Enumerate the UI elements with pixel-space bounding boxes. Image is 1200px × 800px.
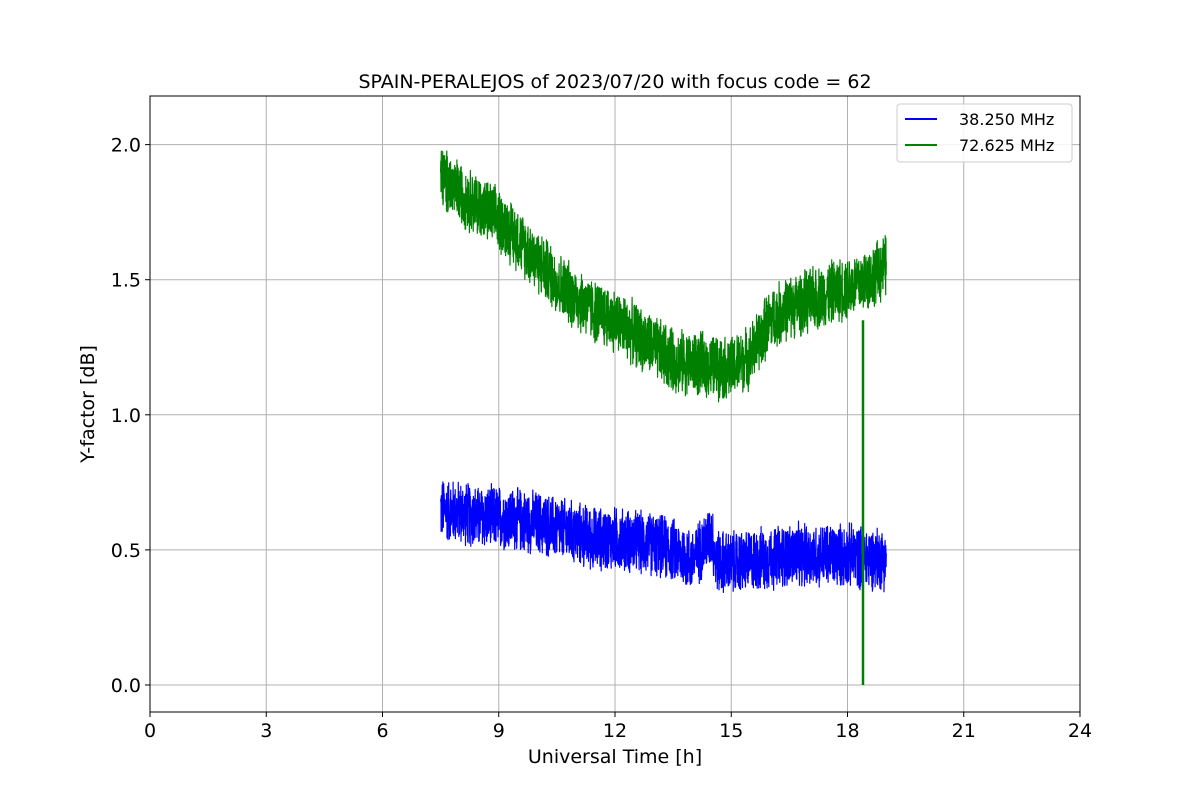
legend: 38.250 MHz 72.625 MHz [896, 103, 1073, 163]
y-tick-label: 0.5 [111, 540, 141, 562]
ticks: 0 3 6 9 12 15 18 21 24 0.0 0.5 1.0 1.5 2.0 [111, 135, 1092, 742]
series-line-1 [440, 150, 887, 403]
x-tick-label: 15 [719, 720, 743, 742]
x-tick-label: 12 [603, 720, 627, 742]
y-axis-label: Y-factor [dB] [77, 345, 99, 464]
y-tick-label: 1.5 [111, 270, 141, 292]
y-tick-label: 2.0 [111, 135, 141, 157]
x-tick-label: 24 [1068, 720, 1092, 742]
chart-title: SPAIN-PERALEJOS of 2023/07/20 with focus… [358, 71, 871, 93]
series-layer [440, 150, 887, 685]
legend-label-1: 72.625 MHz [959, 136, 1054, 155]
y-tick-label: 1.0 [111, 405, 141, 427]
legend-label-0: 38.250 MHz [959, 110, 1054, 129]
x-tick-label: 18 [835, 720, 859, 742]
x-tick-label: 6 [376, 720, 388, 742]
x-tick-label: 21 [952, 720, 976, 742]
y-tick-label: 0.0 [111, 675, 141, 697]
x-axis-label: Universal Time [h] [528, 746, 702, 768]
x-tick-label: 0 [144, 720, 156, 742]
x-tick-label: 9 [493, 720, 505, 742]
legend-box [896, 103, 1073, 163]
x-tick-label: 3 [260, 720, 272, 742]
series-line-0 [440, 481, 887, 593]
